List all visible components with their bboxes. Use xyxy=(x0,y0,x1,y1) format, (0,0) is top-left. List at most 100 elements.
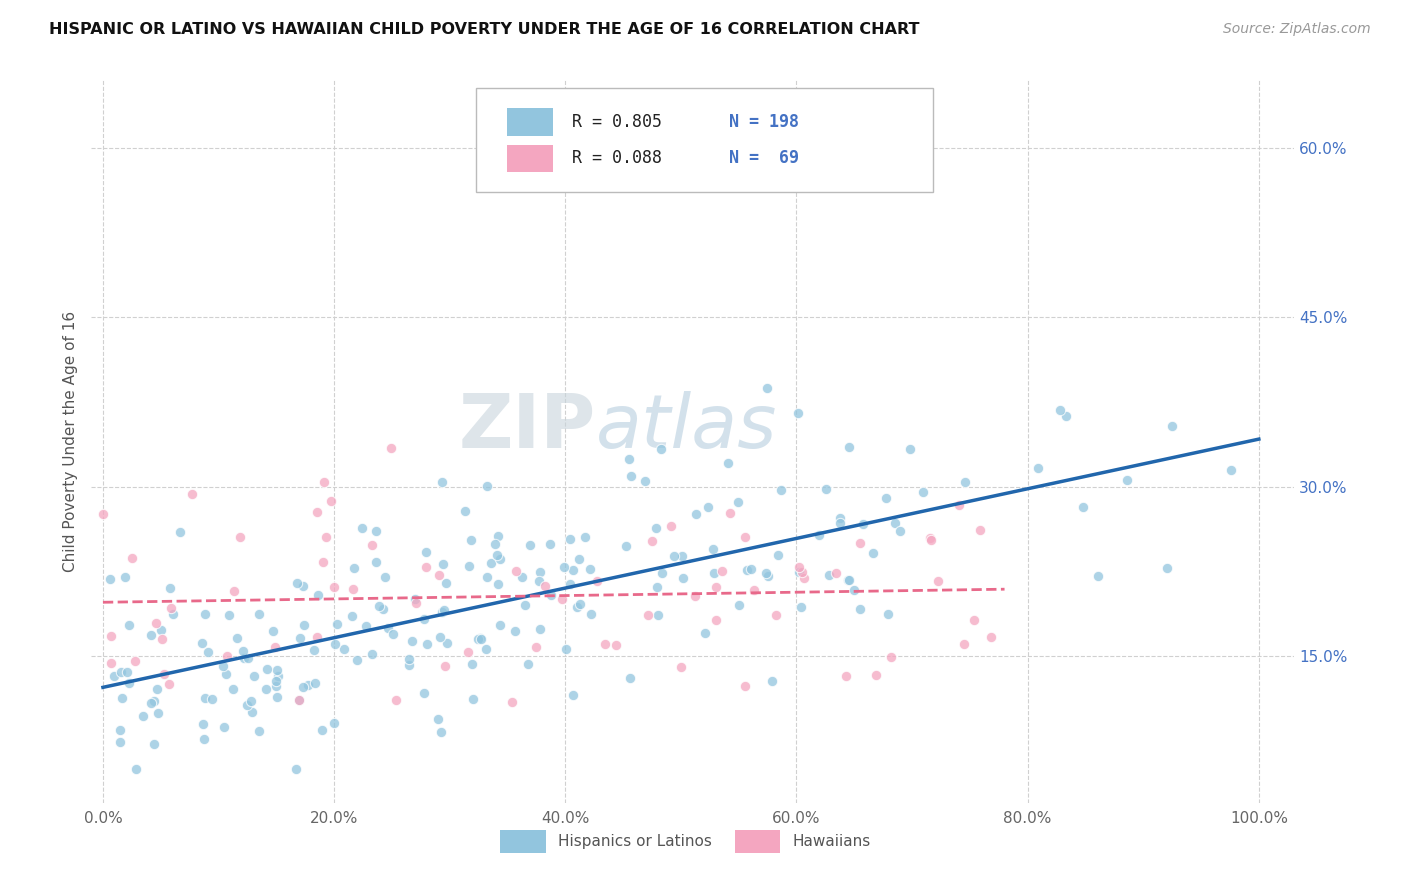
Point xyxy=(427,712,450,726)
Point xyxy=(98,572,121,586)
Point xyxy=(430,605,453,619)
Point xyxy=(145,615,167,630)
Point xyxy=(160,601,183,615)
Point xyxy=(727,495,749,509)
Point xyxy=(524,640,547,654)
Point xyxy=(756,568,779,582)
Point xyxy=(963,614,986,628)
Point xyxy=(292,617,315,632)
Point xyxy=(432,557,454,571)
Point xyxy=(243,669,266,683)
Point xyxy=(412,685,434,699)
Point xyxy=(380,441,402,455)
Point xyxy=(948,498,970,512)
Point xyxy=(311,723,333,737)
Point xyxy=(560,577,582,591)
Point xyxy=(142,694,165,708)
Point xyxy=(169,524,191,539)
Point xyxy=(460,533,482,548)
Point xyxy=(91,507,114,521)
Point xyxy=(485,548,508,562)
Point xyxy=(288,693,311,707)
Point xyxy=(292,680,315,694)
Point xyxy=(486,577,509,591)
Point xyxy=(162,607,184,622)
Point xyxy=(865,668,887,682)
Point xyxy=(815,482,838,496)
Point xyxy=(505,564,527,578)
Point xyxy=(121,550,143,565)
Point xyxy=(342,582,364,596)
Point xyxy=(579,607,602,621)
Point xyxy=(534,579,557,593)
Point xyxy=(405,596,427,610)
Point xyxy=(398,652,420,666)
Point xyxy=(920,531,942,545)
Point xyxy=(332,641,354,656)
Point xyxy=(285,576,308,591)
Point xyxy=(516,657,538,671)
Point xyxy=(862,546,884,560)
Point xyxy=(149,623,172,637)
Point xyxy=(266,663,288,677)
Point xyxy=(1161,419,1184,434)
Point xyxy=(427,568,450,582)
Point xyxy=(194,691,217,706)
Point xyxy=(1156,561,1178,575)
Point xyxy=(704,580,727,594)
Point xyxy=(361,537,384,551)
Point xyxy=(139,696,162,710)
Point xyxy=(683,589,706,603)
Point xyxy=(488,618,510,632)
Point xyxy=(558,532,581,546)
Point xyxy=(734,679,756,693)
Text: R = 0.805: R = 0.805 xyxy=(572,113,662,131)
Point xyxy=(790,600,813,615)
Point xyxy=(145,682,167,697)
Point xyxy=(710,564,733,578)
Point xyxy=(851,517,873,532)
Point xyxy=(150,632,173,646)
Point xyxy=(323,580,346,594)
Point xyxy=(835,669,858,683)
Point xyxy=(484,537,506,551)
Point xyxy=(877,607,900,621)
Point xyxy=(222,682,245,697)
Point xyxy=(980,630,1002,644)
Point xyxy=(553,560,575,574)
Point xyxy=(527,574,550,588)
Point xyxy=(132,709,155,723)
Point xyxy=(148,706,170,720)
Point xyxy=(884,516,907,531)
Point xyxy=(218,607,240,622)
Point xyxy=(768,548,790,562)
Point xyxy=(266,669,288,683)
Point xyxy=(236,651,259,665)
Point xyxy=(307,630,329,644)
Point xyxy=(364,555,387,569)
Text: Source: ZipAtlas.com: Source: ZipAtlas.com xyxy=(1223,22,1371,37)
Point xyxy=(291,579,314,593)
Point xyxy=(737,563,759,577)
Point xyxy=(118,675,141,690)
Text: N =  69: N = 69 xyxy=(728,149,799,168)
Point xyxy=(875,491,897,505)
Point xyxy=(111,691,134,706)
Point xyxy=(191,717,214,731)
Point xyxy=(755,566,778,580)
Point xyxy=(103,669,125,683)
Point xyxy=(650,442,672,456)
Point xyxy=(404,591,426,606)
Point xyxy=(139,628,162,642)
Point xyxy=(222,584,245,599)
Point xyxy=(554,641,576,656)
FancyBboxPatch shape xyxy=(508,145,553,172)
Point xyxy=(792,565,814,579)
Point xyxy=(354,619,377,633)
Point xyxy=(284,762,307,776)
FancyBboxPatch shape xyxy=(501,830,546,854)
Point xyxy=(519,538,541,552)
Point xyxy=(789,560,811,574)
Point xyxy=(108,723,131,737)
Point xyxy=(212,658,235,673)
